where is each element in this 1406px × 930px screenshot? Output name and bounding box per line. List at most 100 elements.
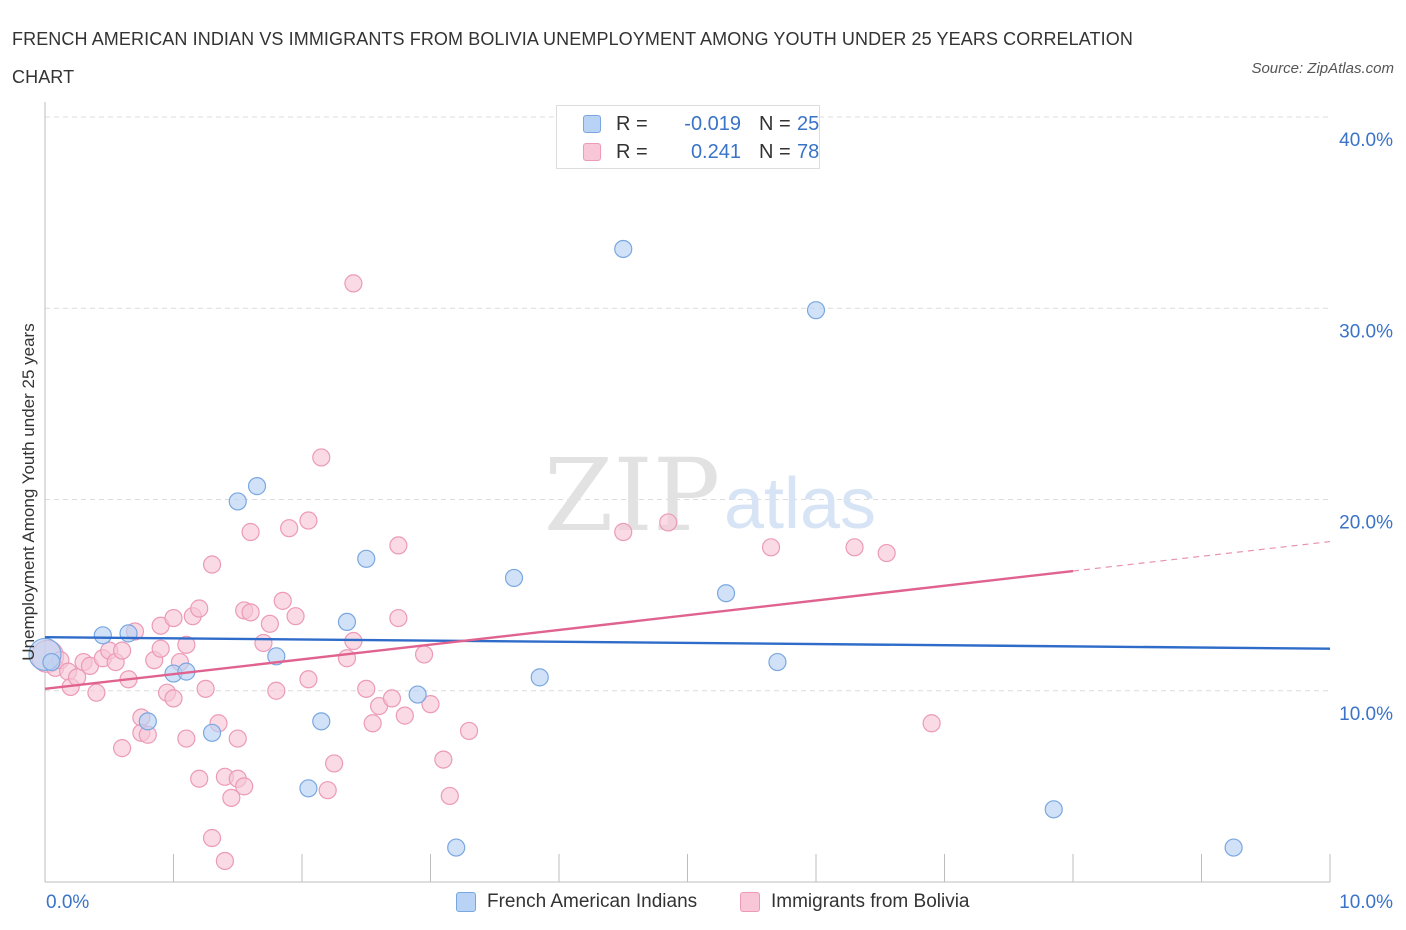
point-immigrants-from-bolivia bbox=[190, 599, 209, 618]
point-immigrants-from-bolivia bbox=[414, 645, 434, 664]
y-tick-label: 20.0% bbox=[1339, 513, 1393, 534]
point-immigrants-from-bolivia bbox=[659, 513, 678, 532]
point-immigrants-from-bolivia bbox=[344, 274, 363, 293]
point-immigrants-from-bolivia bbox=[177, 635, 196, 654]
point-french-american-indians bbox=[1044, 800, 1063, 819]
point-immigrants-from-bolivia bbox=[459, 721, 479, 741]
y-tick-label: 30.0% bbox=[1339, 321, 1393, 342]
legend-label: French American Indians bbox=[487, 891, 698, 912]
point-immigrants-from-bolivia bbox=[112, 641, 132, 660]
point-immigrants-from-bolivia bbox=[877, 543, 896, 563]
point-immigrants-from-bolivia bbox=[267, 681, 286, 700]
stats-legend: R = -0.019 N = 25 R = 0.241 N = 78 bbox=[556, 105, 820, 169]
point-immigrants-from-bolivia bbox=[151, 639, 170, 658]
point-french-american-indians bbox=[138, 712, 157, 731]
legend-r-value: 0.241 bbox=[690, 141, 741, 163]
point-immigrants-from-bolivia bbox=[190, 769, 209, 788]
point-french-american-indians bbox=[504, 568, 524, 588]
legend-swatch-blue bbox=[456, 892, 476, 912]
point-immigrants-from-bolivia bbox=[235, 777, 254, 796]
legend-r-label: R = bbox=[616, 113, 648, 135]
point-immigrants-from-bolivia bbox=[389, 536, 408, 555]
point-immigrants-from-bolivia bbox=[312, 448, 331, 467]
x-tick-label-min: 0.0% bbox=[46, 892, 89, 913]
point-immigrants-from-bolivia bbox=[845, 538, 864, 557]
source-credit: Source: ZipAtlas.com bbox=[1251, 60, 1394, 77]
point-french-american-indians bbox=[768, 652, 787, 672]
point-french-american-indians bbox=[202, 723, 222, 742]
legend-n-label: N = bbox=[759, 141, 791, 163]
legend-label: Immigrants from Bolivia bbox=[771, 891, 970, 912]
point-french-american-indians bbox=[312, 712, 331, 731]
point-immigrants-from-bolivia bbox=[260, 614, 279, 633]
watermark: ZIP atlas bbox=[544, 437, 876, 554]
point-immigrants-from-bolivia bbox=[215, 851, 234, 871]
legend-r-value: -0.019 bbox=[684, 113, 741, 135]
point-immigrants-from-bolivia bbox=[325, 754, 344, 773]
point-immigrants-from-bolivia bbox=[228, 729, 247, 748]
trend-line-extension-pink bbox=[1072, 540, 1331, 572]
point-immigrants-from-bolivia bbox=[440, 786, 459, 806]
point-immigrants-from-bolivia bbox=[614, 522, 633, 542]
point-immigrants-from-bolivia bbox=[286, 607, 305, 626]
point-immigrants-from-bolivia bbox=[273, 591, 292, 610]
point-french-american-indians bbox=[247, 477, 267, 496]
point-immigrants-from-bolivia bbox=[87, 683, 106, 702]
point-immigrants-from-bolivia bbox=[241, 522, 260, 542]
point-immigrants-from-bolivia bbox=[280, 519, 299, 538]
point-immigrants-from-bolivia bbox=[382, 689, 402, 708]
point-immigrants-from-bolivia bbox=[254, 633, 273, 653]
point-immigrants-from-bolivia bbox=[177, 729, 196, 748]
point-immigrants-from-bolivia bbox=[202, 828, 222, 848]
point-immigrants-from-bolivia bbox=[196, 679, 215, 698]
point-french-american-indians bbox=[614, 239, 633, 259]
point-french-american-indians bbox=[716, 584, 736, 603]
legend-n-value: 25 bbox=[797, 113, 820, 135]
trend-line-pink bbox=[44, 569, 1074, 691]
point-french-american-indians bbox=[42, 652, 61, 672]
point-immigrants-from-bolivia bbox=[337, 649, 357, 668]
point-immigrants-from-bolivia bbox=[299, 511, 318, 530]
point-french-american-indians bbox=[806, 301, 826, 320]
point-french-american-indians bbox=[1224, 838, 1243, 857]
point-french-american-indians bbox=[337, 612, 357, 632]
legend-swatch-pink bbox=[583, 143, 601, 161]
trend-lines bbox=[44, 540, 1331, 691]
point-immigrants-from-bolivia bbox=[389, 608, 408, 628]
point-immigrants-from-bolivia bbox=[222, 788, 241, 807]
point-french-american-indians bbox=[119, 624, 138, 643]
point-french-american-indians bbox=[357, 549, 376, 568]
watermark-zip: ZIP bbox=[544, 437, 720, 554]
point-immigrants-from-bolivia bbox=[922, 714, 941, 733]
legend-n-value: 78 bbox=[797, 141, 820, 163]
legend-r-label: R = bbox=[616, 141, 648, 163]
point-french-american-indians bbox=[267, 647, 286, 666]
point-french-american-indians bbox=[299, 779, 318, 798]
point-immigrants-from-bolivia bbox=[434, 750, 453, 769]
point-french-american-indians bbox=[228, 492, 247, 511]
trend-line-blue bbox=[44, 636, 1331, 650]
x-tick-label-max: 10.0% bbox=[1339, 892, 1393, 913]
tick-labels: 10.0% 20.0% 30.0% 40.0% 0.0% 10.0% Unemploymen… bbox=[19, 130, 1393, 913]
data-points bbox=[28, 239, 1243, 871]
point-immigrants-from-bolivia bbox=[164, 689, 183, 708]
point-french-american-indians bbox=[447, 838, 466, 857]
point-french-american-indians bbox=[93, 626, 112, 645]
point-immigrants-from-bolivia bbox=[318, 781, 337, 800]
point-immigrants-from-bolivia bbox=[357, 679, 376, 698]
legend-swatch-pink bbox=[740, 892, 760, 912]
point-immigrants-from-bolivia bbox=[112, 739, 132, 758]
y-axis-label: Unemployment Among Youth under 25 years bbox=[19, 323, 38, 660]
point-french-american-indians bbox=[408, 685, 427, 704]
y-tick-label: 10.0% bbox=[1339, 704, 1393, 725]
watermark-atlas: atlas bbox=[724, 464, 876, 544]
point-immigrants-from-bolivia bbox=[421, 695, 440, 714]
legend-n-label: N = bbox=[759, 113, 791, 135]
point-immigrants-from-bolivia bbox=[761, 538, 781, 557]
point-immigrants-from-bolivia bbox=[299, 670, 318, 689]
legend-swatch-blue bbox=[583, 115, 601, 133]
point-immigrants-from-bolivia bbox=[241, 603, 260, 622]
point-french-american-indians bbox=[530, 668, 549, 687]
y-tick-label: 40.0% bbox=[1339, 130, 1393, 151]
